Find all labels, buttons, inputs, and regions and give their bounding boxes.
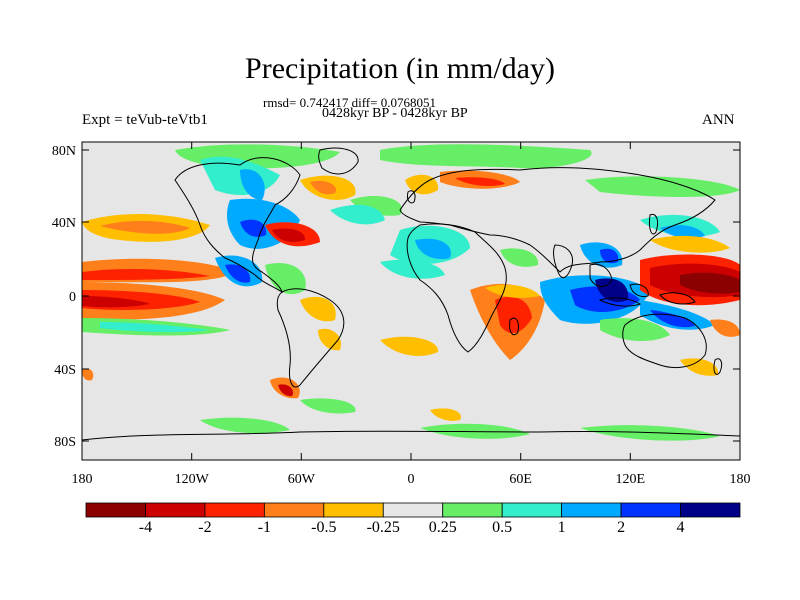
experiment-label: Expt = teVub-teVtb1 (82, 112, 208, 128)
colorbar-label: -4 (139, 519, 152, 536)
colorbar-label: -0.25 (367, 519, 400, 536)
lon-tick-label: 60E (509, 472, 532, 487)
colorbar-label: 2 (617, 519, 625, 536)
colorbar-swatch (680, 502, 741, 518)
colorbar-label: 4 (677, 519, 685, 536)
colorbar-swatch (382, 502, 444, 518)
figure-title: Precipitation (in mm/day) (245, 52, 555, 85)
coastlines (82, 147, 740, 441)
lon-tick-label: 180 (730, 472, 751, 487)
lat-tick-label: 0 (69, 290, 76, 305)
axis-ticks: 80N 40N 0 40S 80S 180 120W 60W 0 60E 120E 180 (52, 142, 751, 487)
lon-tick-label: 180 (72, 472, 93, 487)
colorbar-swatch (501, 502, 563, 518)
colorbar-label: -2 (198, 519, 211, 536)
colorbar-swatch (263, 502, 325, 518)
lon-tick-label: 120W (175, 472, 210, 487)
lat-tick-label: 40S (54, 363, 76, 378)
colorbar-swatch (561, 502, 622, 518)
lat-tick-label: 80S (54, 435, 76, 450)
colorbar-swatch (145, 502, 206, 518)
colorbar-swatch (85, 502, 146, 518)
colorbar-label: 1 (558, 519, 566, 536)
colorbar-label: -1 (258, 519, 271, 536)
lon-tick-label: 60W (288, 472, 316, 487)
colorbar-label: 0.25 (429, 519, 457, 536)
lat-tick-label: 80N (52, 144, 76, 159)
colorbar: -4 -2 -1 -0.5 -0.25 0.25 0.5 1 2 4 (85, 502, 741, 536)
lon-tick-label: 0 (408, 472, 415, 487)
colorbar-label: -0.5 (311, 519, 336, 536)
colorbar-swatch (323, 502, 384, 518)
lat-tick-label: 40N (52, 216, 76, 231)
colorbar-swatch (204, 502, 265, 518)
season-label: ANN (702, 112, 735, 128)
colorbar-swatch (620, 502, 681, 518)
colorbar-label: 0.5 (492, 519, 512, 536)
period-text: 0428kyr BP - 0428kyr BP (322, 106, 468, 121)
lon-tick-label: 120E (616, 472, 646, 487)
stats-text: rmsd= 0.742417 diff= 0.0768051 (263, 95, 436, 110)
colorbar-swatch (442, 502, 503, 518)
